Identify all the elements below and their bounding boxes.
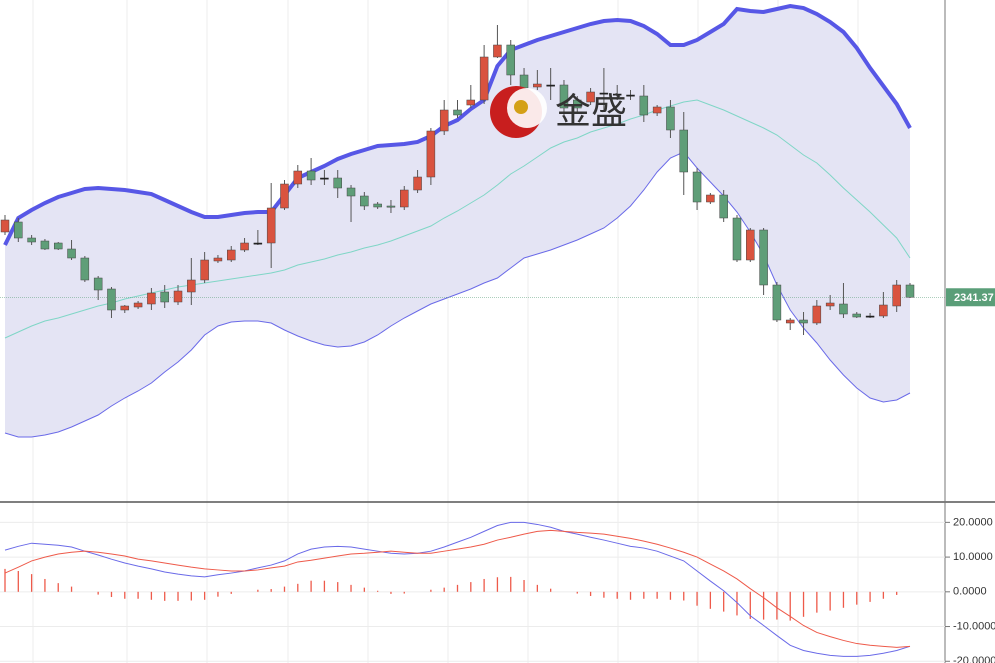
candle-body [80, 257, 90, 281]
candle-body [573, 99, 582, 109]
candle-body [439, 109, 449, 132]
candle-body [679, 129, 688, 173]
candle-body [772, 284, 782, 321]
candle-body [187, 279, 196, 293]
candle-body [466, 99, 476, 106]
candle-body [120, 305, 130, 311]
macd-line [4, 529, 911, 648]
candle-body [892, 284, 901, 307]
band-line [4, 99, 911, 339]
candle-body [413, 176, 422, 191]
candle-body [426, 130, 436, 178]
candle-body [147, 292, 156, 305]
macd-pane: 20.0000 10.0000 0.0000 -10.0000 -20.0000 [0, 516, 995, 663]
watermark-text: 金盛 [555, 91, 627, 132]
candle-body [333, 177, 342, 189]
band-line [4, 151, 911, 438]
candle-body [799, 319, 808, 324]
candle-body [506, 44, 515, 76]
candle-body [320, 177, 329, 180]
candle-body [706, 194, 715, 203]
candle-body [227, 249, 236, 261]
candle-body [173, 290, 183, 303]
candle-body [493, 44, 502, 58]
candle-body [14, 221, 23, 239]
candle-body [626, 94, 635, 97]
candle-body [386, 205, 396, 208]
candle-body [865, 315, 875, 318]
candle-body [599, 92, 609, 95]
watermark-logo: 金盛 [490, 86, 627, 138]
candle-body [253, 242, 263, 245]
candle-body [346, 187, 356, 197]
macd-line [4, 521, 911, 657]
candle-body [400, 189, 409, 208]
y-tick-label: 20.0000 [953, 516, 993, 528]
y-tick-label: -10.0000 [953, 620, 995, 632]
candle-body [746, 229, 755, 261]
candle-body [266, 207, 276, 244]
candle-body [586, 91, 595, 103]
y-tick-label: -20.0000 [953, 655, 995, 663]
candle-body [93, 277, 103, 291]
candle-body [240, 242, 249, 251]
candle-body [879, 304, 888, 317]
candle-body [825, 302, 835, 307]
candle-body [133, 302, 143, 308]
candle-body [306, 170, 316, 181]
candle-body [360, 195, 369, 207]
candle-body [692, 171, 702, 203]
last-price-tag [946, 288, 995, 307]
candle-body [0, 219, 10, 233]
candle-body [652, 106, 662, 114]
candle-body [839, 303, 848, 315]
candle-body [812, 305, 822, 324]
candle-body [293, 170, 303, 185]
candle-body [533, 83, 542, 88]
candle-body [639, 95, 649, 116]
band-fill [5, 6, 910, 437]
band-line [3, 3, 912, 246]
candle-body [40, 240, 50, 250]
candle-body [53, 242, 63, 250]
candle-body [200, 259, 209, 281]
candle-body [213, 257, 223, 262]
candle-body [559, 84, 569, 109]
candle-body [666, 106, 675, 131]
candle-body [759, 229, 768, 286]
last-price-label: 2341.37 [954, 292, 994, 304]
price-pane: 2341.37 [0, 3, 995, 438]
candle-body [373, 203, 382, 208]
candle-body [479, 56, 489, 101]
candle-body [852, 313, 862, 318]
y-tick-label: 10.0000 [953, 551, 993, 563]
candle-body [280, 183, 289, 209]
candle-body [612, 93, 622, 96]
candle-body [27, 237, 36, 243]
candle-body [719, 194, 728, 219]
candle-body [732, 217, 742, 261]
candle-body [160, 291, 169, 303]
candle-body [785, 319, 795, 324]
candle-body [519, 74, 529, 89]
candle-body [107, 288, 116, 311]
candle-body [546, 84, 555, 87]
candle-body [67, 248, 76, 259]
candle-body [905, 284, 915, 298]
candle-body [453, 109, 462, 116]
y-tick-label: 0.0000 [953, 586, 987, 598]
